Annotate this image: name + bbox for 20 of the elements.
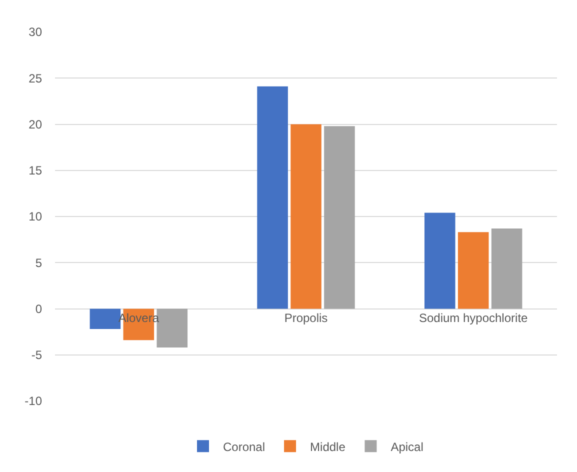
bar xyxy=(257,86,288,309)
legend-label: Middle xyxy=(310,440,346,454)
y-tick-label: 30 xyxy=(28,25,42,40)
y-tick-label: 20 xyxy=(28,117,42,132)
x-tick-label: Propolis xyxy=(284,310,328,325)
y-tick-label: 5 xyxy=(35,256,42,270)
bar xyxy=(458,232,489,309)
y-tick-label: 0 xyxy=(35,302,42,316)
y-tick-label: 25 xyxy=(28,71,42,86)
legend-label: Coronal xyxy=(223,440,266,454)
y-tick-label: 10 xyxy=(28,210,42,224)
x-tick-label: Sodium hypochlorite xyxy=(418,310,528,325)
bar xyxy=(324,126,355,309)
y-tick-label: -5 xyxy=(31,348,42,362)
y-tick-label: -10 xyxy=(24,394,42,408)
y-tick-label: 15 xyxy=(28,164,42,178)
bar xyxy=(424,212,456,309)
legend-label: Apical xyxy=(390,440,424,454)
bar xyxy=(290,124,322,309)
bar xyxy=(491,228,522,309)
